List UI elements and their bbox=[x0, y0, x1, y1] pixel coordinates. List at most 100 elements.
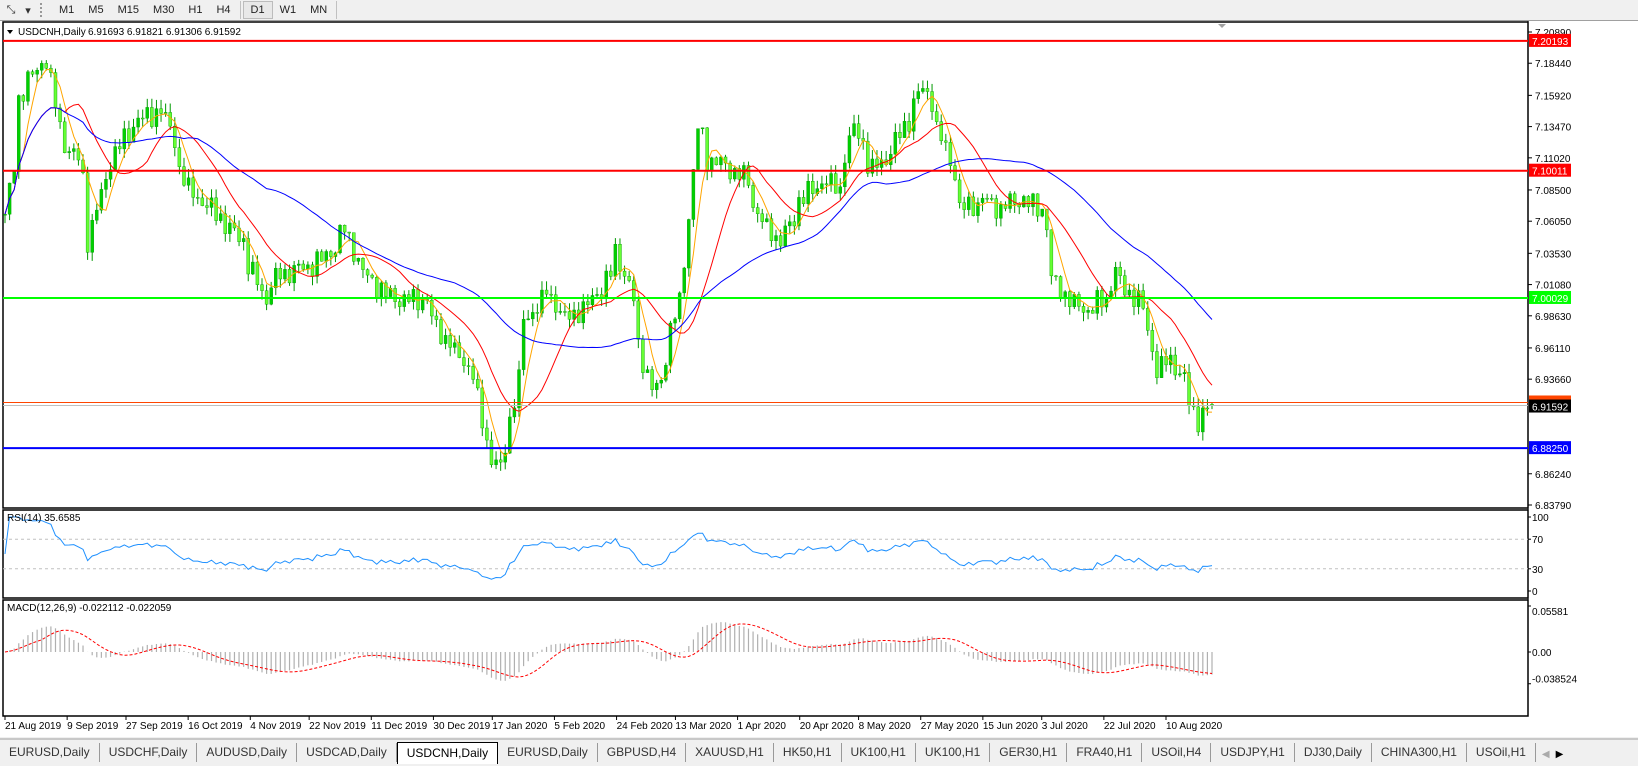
candle bbox=[297, 263, 301, 266]
candle bbox=[200, 197, 205, 206]
macd-tick-label: 0.00 bbox=[1532, 648, 1552, 659]
time-tick-label: 27 Sep 2019 bbox=[126, 721, 183, 732]
candle bbox=[535, 312, 540, 314]
chart-tab[interactable]: EURUSD,Daily bbox=[498, 743, 598, 762]
chart-tab[interactable]: CHINA300,H1 bbox=[1372, 743, 1467, 762]
time-tick-label: 1 Apr 2020 bbox=[738, 721, 787, 732]
toolbar-grip[interactable] bbox=[40, 3, 46, 17]
candle bbox=[251, 261, 255, 275]
timeframe-button-w1[interactable]: W1 bbox=[279, 4, 297, 16]
chart-tab[interactable]: HK50,H1 bbox=[774, 743, 842, 762]
candle bbox=[1201, 407, 1205, 433]
candle bbox=[301, 263, 306, 270]
chart-canvas[interactable]: 7.20890 7.18440 7.15920 7.13470 7.11020 7.085… bbox=[0, 21, 1638, 737]
chart-tab[interactable]: FRA40,H1 bbox=[1067, 743, 1143, 762]
candle bbox=[774, 235, 778, 242]
chart-tab[interactable]: USDCNH,Daily bbox=[396, 742, 499, 764]
chart-tab[interactable]: USDCHF,Daily bbox=[100, 743, 198, 762]
chart-tab[interactable]: USOil,H4 bbox=[1142, 743, 1212, 762]
chart-tab[interactable]: UK100,H1 bbox=[916, 743, 991, 762]
candle bbox=[687, 219, 691, 269]
rsi-tick-label: 30 bbox=[1532, 565, 1544, 576]
time-tick-label: 20 Apr 2020 bbox=[800, 721, 854, 732]
timeframe-button-m1[interactable]: M1 bbox=[59, 4, 75, 16]
dropdown-arrow-icon[interactable]: ▾ bbox=[25, 4, 31, 17]
candle bbox=[76, 148, 81, 161]
chart-tab[interactable]: USOil,H1 bbox=[1467, 743, 1536, 762]
candle bbox=[223, 213, 227, 234]
chart-tab[interactable]: EURUSD,Daily bbox=[0, 743, 100, 762]
chart-tab[interactable]: USDJPY,H1 bbox=[1211, 743, 1295, 762]
candle bbox=[196, 197, 200, 199]
candle bbox=[517, 369, 521, 409]
candle bbox=[104, 179, 108, 190]
candle bbox=[783, 225, 787, 247]
chart-tab[interactable]: GBPUSD,H4 bbox=[598, 743, 687, 762]
candle bbox=[430, 299, 434, 317]
chart-tabs-bar: EURUSD,Daily USDCHF,Daily AUDUSD,Daily USDC… bbox=[0, 738, 1638, 764]
candle bbox=[476, 379, 480, 389]
tab-scroll-right-icon[interactable]: ▶ bbox=[1555, 749, 1564, 760]
chart-tab[interactable]: XAUUSD,H1 bbox=[686, 743, 774, 762]
candle bbox=[567, 311, 572, 320]
candle bbox=[150, 107, 154, 127]
time-tick-label: 22 Jul 2020 bbox=[1104, 721, 1156, 732]
candle bbox=[769, 218, 774, 242]
candle bbox=[140, 117, 145, 120]
candle bbox=[843, 162, 847, 188]
price-tick-label: 6.86240 bbox=[1535, 470, 1572, 481]
candle bbox=[315, 251, 319, 277]
macd-tick-label: -0.038524 bbox=[1532, 675, 1577, 686]
candle bbox=[1081, 306, 1086, 313]
candle bbox=[572, 309, 576, 320]
price-tick-label: 7.13470 bbox=[1535, 123, 1572, 134]
candle bbox=[654, 382, 659, 390]
timeframe-button-m5[interactable]: M5 bbox=[88, 4, 104, 16]
moving-average-line bbox=[4, 69, 1213, 457]
candle bbox=[260, 284, 264, 291]
candle bbox=[710, 157, 714, 172]
line-tools-icon[interactable]: ⤡ bbox=[6, 3, 16, 16]
price-tick-label: 7.20890 bbox=[1535, 28, 1572, 39]
candle bbox=[586, 301, 590, 306]
chart-window[interactable]: 7.20890 7.18440 7.15920 7.13470 7.11020 7.085… bbox=[0, 21, 1638, 737]
candle bbox=[1141, 290, 1145, 309]
price-tick-label: 7.06050 bbox=[1535, 217, 1572, 228]
timeframe-button-h4[interactable]: H4 bbox=[216, 4, 231, 16]
candle bbox=[999, 204, 1003, 219]
candle bbox=[319, 251, 324, 262]
candle bbox=[994, 198, 999, 219]
timeframe-button-m15[interactable]: M15 bbox=[117, 4, 139, 16]
candle bbox=[1155, 351, 1159, 378]
candle bbox=[44, 63, 49, 69]
chart-tab[interactable]: UK100,H1 bbox=[842, 743, 916, 762]
candle bbox=[278, 268, 283, 280]
chart-tab[interactable]: AUDUSD,Daily bbox=[197, 743, 298, 762]
timeframe-button-d1[interactable]: D1 bbox=[242, 1, 273, 19]
time-tick-label: 15 Jun 2020 bbox=[983, 721, 1038, 732]
candle bbox=[274, 268, 278, 289]
candle bbox=[1072, 294, 1077, 307]
chart-tab[interactable]: USDCAD,Daily bbox=[297, 743, 397, 762]
candle bbox=[3, 213, 7, 216]
timeframe-button-mn[interactable]: MN bbox=[310, 4, 328, 16]
candle bbox=[1012, 193, 1017, 205]
candle bbox=[361, 257, 365, 270]
tab-scroll-left-icon[interactable]: ◀ bbox=[1541, 749, 1550, 760]
candle bbox=[448, 335, 452, 348]
candle bbox=[801, 197, 806, 204]
candle bbox=[627, 276, 631, 281]
price-tick-label: 7.11020 bbox=[1535, 154, 1571, 165]
candle bbox=[136, 117, 140, 128]
candle bbox=[902, 121, 907, 138]
timeframe-button-m30[interactable]: M30 bbox=[152, 4, 175, 16]
chart-tab[interactable]: GER30,H1 bbox=[990, 743, 1068, 762]
candle bbox=[1086, 310, 1090, 313]
candle bbox=[237, 227, 241, 242]
candle bbox=[700, 127, 705, 130]
candle bbox=[214, 197, 218, 221]
chart-tab[interactable]: DJ30,Daily bbox=[1295, 743, 1372, 762]
candle bbox=[462, 357, 466, 366]
timeframe-button-h1[interactable]: H1 bbox=[188, 4, 203, 16]
candle bbox=[595, 294, 599, 296]
